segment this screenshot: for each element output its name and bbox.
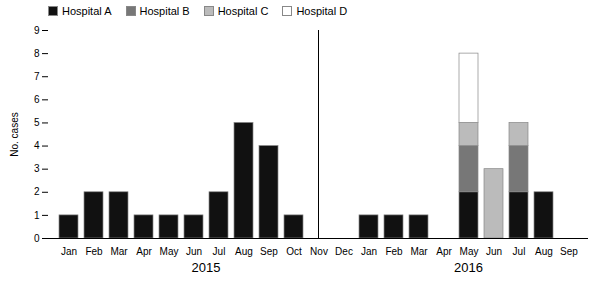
svg-text:No. cases: No. cases <box>9 112 20 156</box>
svg-text:Feb: Feb <box>385 246 403 257</box>
svg-text:Dec: Dec <box>335 246 353 257</box>
svg-text:Sep: Sep <box>260 246 278 257</box>
svg-text:Mar: Mar <box>110 246 128 257</box>
svg-text:0: 0 <box>34 233 40 244</box>
svg-text:1: 1 <box>34 210 40 221</box>
svg-text:7: 7 <box>34 71 40 82</box>
svg-text:May: May <box>460 246 479 257</box>
svg-text:9: 9 <box>34 25 40 36</box>
svg-text:4: 4 <box>34 140 40 151</box>
html-text:Hospital A: Hospital A <box>62 5 112 17</box>
svg-text:Apr: Apr <box>436 246 452 257</box>
html-text:Hospital C: Hospital C <box>217 5 269 17</box>
svg-text:Oct: Oct <box>286 246 302 257</box>
html-text:Hospital B: Hospital B <box>139 5 190 17</box>
svg-text:6: 6 <box>34 94 40 105</box>
svg-text:Jul: Jul <box>213 246 226 257</box>
svg-text:Apr: Apr <box>136 246 152 257</box>
svg-text:Jan: Jan <box>361 246 377 257</box>
svg-text:2: 2 <box>34 186 40 197</box>
svg-text:Jun: Jun <box>186 246 202 257</box>
svg-text:Mar: Mar <box>410 246 428 257</box>
svg-text:Feb: Feb <box>85 246 103 257</box>
html-text:2015: 2015 <box>191 260 221 275</box>
svg-text:3: 3 <box>34 163 40 174</box>
svg-text:Sep: Sep <box>560 246 578 257</box>
html-text:Hospital D: Hospital D <box>296 5 348 17</box>
svg-text:Aug: Aug <box>535 246 553 257</box>
svg-text:8: 8 <box>34 48 40 59</box>
html-text:2016: 2016 <box>454 260 483 275</box>
svg-text:Nov: Nov <box>310 246 328 257</box>
svg-text:Jun: Jun <box>486 246 502 257</box>
svg-text:Jan: Jan <box>61 246 77 257</box>
svg-text:5: 5 <box>34 117 40 128</box>
svg-text:May: May <box>160 246 179 257</box>
svg-text:Jul: Jul <box>513 246 526 257</box>
svg-text:Aug: Aug <box>235 246 253 257</box>
